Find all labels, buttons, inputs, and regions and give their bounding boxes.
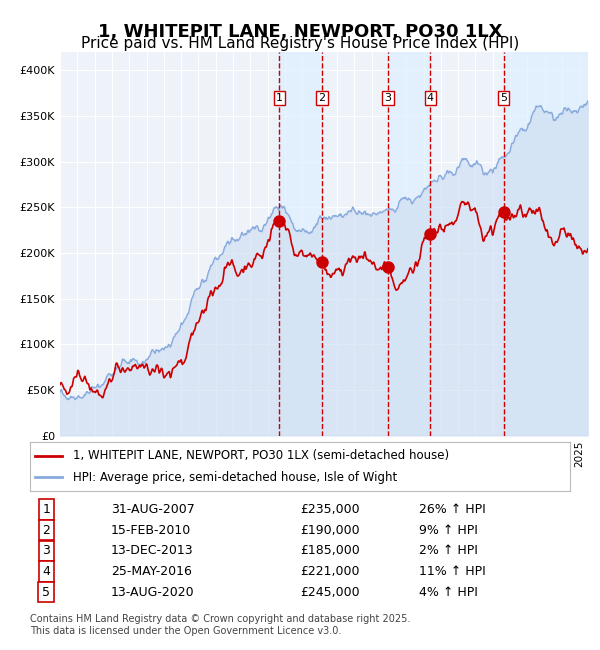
Text: 9% ↑ HPI: 9% ↑ HPI [419, 524, 478, 537]
Text: £245,000: £245,000 [300, 586, 359, 599]
Text: 1, WHITEPIT LANE, NEWPORT, PO30 1LX (semi-detached house): 1, WHITEPIT LANE, NEWPORT, PO30 1LX (sem… [73, 449, 449, 462]
Bar [503, 52, 588, 436]
Text: £185,000: £185,000 [300, 545, 360, 558]
Text: 2% ↑ HPI: 2% ↑ HPI [419, 545, 478, 558]
Text: 4: 4 [427, 93, 434, 103]
Text: HPI: Average price, semi-detached house, Isle of Wight: HPI: Average price, semi-detached house,… [73, 471, 397, 484]
Text: 13-DEC-2013: 13-DEC-2013 [111, 545, 194, 558]
Text: Price paid vs. HM Land Registry's House Price Index (HPI): Price paid vs. HM Land Registry's House … [81, 36, 519, 51]
Text: 15-FEB-2010: 15-FEB-2010 [111, 524, 191, 537]
Text: 31-AUG-2007: 31-AUG-2007 [111, 503, 195, 516]
Text: Contains HM Land Registry data © Crown copyright and database right 2025.
This d: Contains HM Land Registry data © Crown c… [30, 614, 410, 636]
Text: 4% ↑ HPI: 4% ↑ HPI [419, 586, 478, 599]
Text: 3: 3 [42, 545, 50, 558]
Text: 1: 1 [42, 503, 50, 516]
Text: 13-AUG-2020: 13-AUG-2020 [111, 586, 194, 599]
Text: 25-MAY-2016: 25-MAY-2016 [111, 565, 192, 578]
Bar [280, 52, 322, 436]
Text: 1, WHITEPIT LANE, NEWPORT, PO30 1LX: 1, WHITEPIT LANE, NEWPORT, PO30 1LX [98, 23, 502, 41]
Text: 1: 1 [276, 93, 283, 103]
Text: 5: 5 [42, 586, 50, 599]
Text: £221,000: £221,000 [300, 565, 359, 578]
Text: 11% ↑ HPI: 11% ↑ HPI [419, 565, 485, 578]
Text: 2: 2 [318, 93, 325, 103]
Bar [388, 52, 430, 436]
Text: 5: 5 [500, 93, 507, 103]
Text: £190,000: £190,000 [300, 524, 359, 537]
Text: 2: 2 [42, 524, 50, 537]
Text: 3: 3 [385, 93, 392, 103]
Text: £235,000: £235,000 [300, 503, 359, 516]
Text: 26% ↑ HPI: 26% ↑ HPI [419, 503, 485, 516]
Text: 4: 4 [42, 565, 50, 578]
